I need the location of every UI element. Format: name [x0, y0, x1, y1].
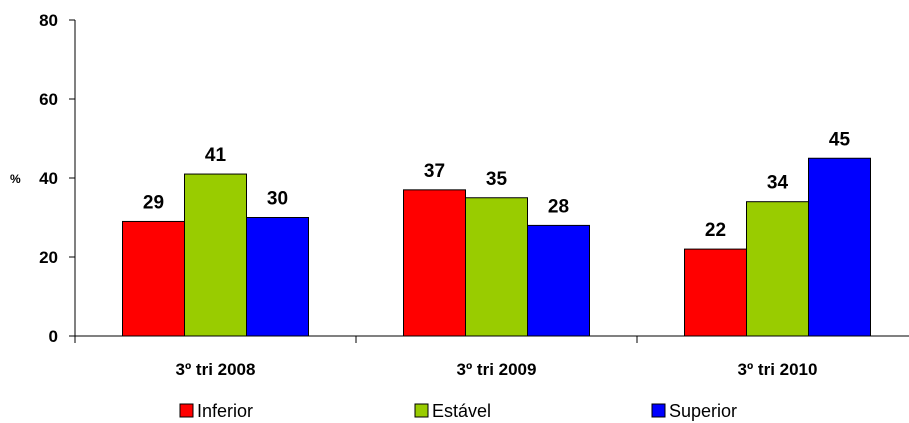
- data-label: 41: [205, 145, 227, 166]
- category-label: 3º tri 2008: [176, 360, 256, 379]
- legend-swatch: [179, 403, 194, 418]
- data-label: 45: [829, 129, 851, 150]
- legend-label: Inferior: [197, 401, 253, 421]
- y-axis-label: %: [10, 172, 21, 186]
- data-label: 37: [424, 161, 445, 182]
- y-tick-label: 40: [39, 169, 58, 188]
- legend-label: Estável: [432, 401, 491, 421]
- bar-estavel-3: [746, 201, 809, 337]
- data-labels-group: 29 41 30 37 35 28 22 34 45: [143, 129, 851, 241]
- category-label: 3º tri 2010: [738, 360, 818, 379]
- data-label: 29: [143, 192, 164, 213]
- bar-inferior-2: [403, 189, 466, 337]
- legend-swatch: [651, 403, 666, 418]
- legend-swatch: [414, 403, 429, 418]
- legend-label: Superior: [669, 401, 737, 421]
- category-labels-group: 3º tri 2008 3º tri 2009 3º tri 2010: [176, 360, 818, 379]
- data-label: 22: [705, 220, 726, 241]
- legend: Inferior Estável Superior: [179, 401, 737, 421]
- bar-inferior-3: [684, 248, 747, 337]
- y-tick-label: 80: [39, 11, 58, 30]
- y-tick-label: 60: [39, 90, 58, 109]
- y-tick-label: 20: [39, 248, 58, 267]
- bars-group: [122, 157, 871, 337]
- data-label: 34: [767, 173, 789, 194]
- data-label: 35: [486, 169, 508, 190]
- bar-estavel-1: [184, 173, 247, 337]
- bar-superior-3: [808, 157, 871, 337]
- category-label: 3º tri 2009: [457, 360, 537, 379]
- bar-inferior-1: [122, 220, 185, 337]
- y-axis-ticks: 0 20 40 60 80: [39, 11, 75, 346]
- x-axis-ticks: [74, 336, 638, 343]
- bar-superior-1: [246, 217, 309, 337]
- bar-superior-2: [527, 224, 590, 337]
- data-label: 28: [548, 196, 569, 217]
- data-label: 30: [267, 189, 288, 210]
- bar-estavel-2: [465, 197, 528, 337]
- y-tick-label: 0: [49, 327, 58, 346]
